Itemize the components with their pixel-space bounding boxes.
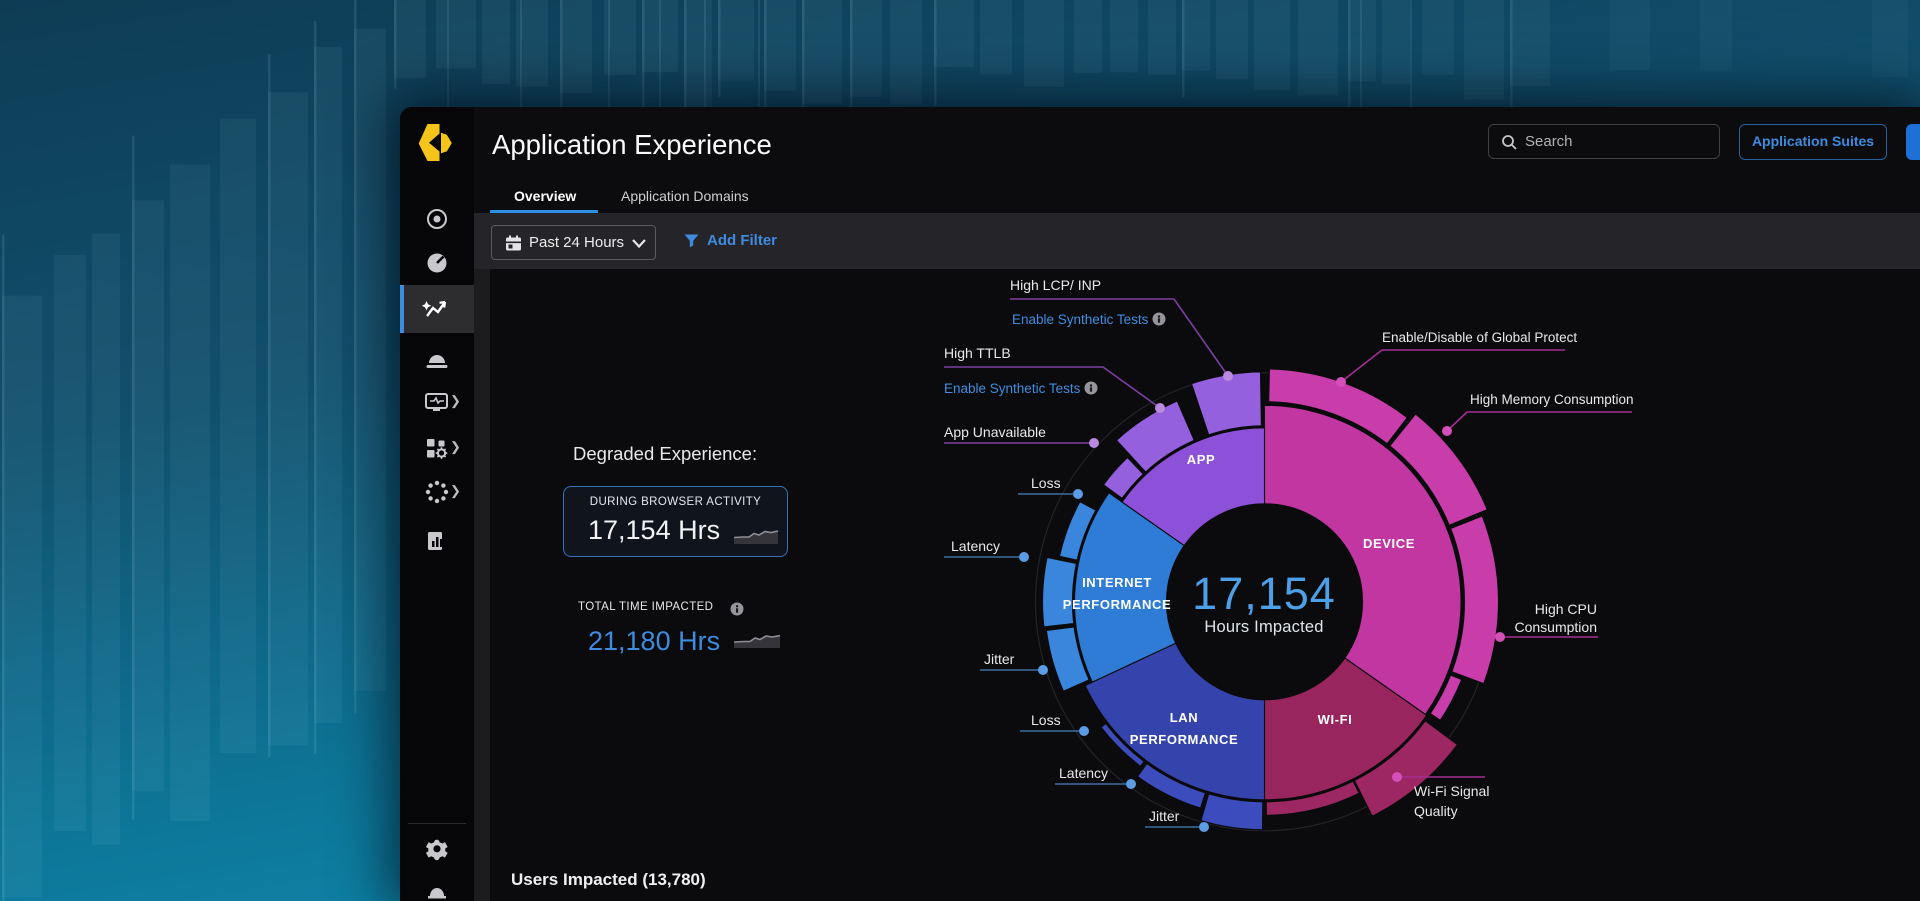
svg-text:Jitter: Jitter	[1149, 808, 1180, 824]
svg-text:WI-FI: WI-FI	[1318, 712, 1353, 727]
svg-text:DEVICE: DEVICE	[1363, 536, 1415, 551]
svg-text:App Unavailable: App Unavailable	[944, 424, 1046, 440]
svg-text:Wi-Fi Signal: Wi-Fi Signal	[1414, 783, 1489, 799]
svg-text:Enable Synthetic Tests: Enable Synthetic Tests	[1012, 312, 1149, 327]
svg-text:High LCP/ INP: High LCP/ INP	[1010, 277, 1101, 293]
svg-text:Consumption: Consumption	[1515, 619, 1598, 635]
svg-text:Loss: Loss	[1031, 712, 1061, 728]
svg-text:Hours Impacted: Hours Impacted	[1204, 618, 1323, 636]
svg-text:High Memory Consumption: High Memory Consumption	[1470, 392, 1634, 407]
svg-text:Latency: Latency	[951, 538, 1000, 554]
svg-text:Enable/Disable of Global Prote: Enable/Disable of Global Protect	[1382, 330, 1577, 345]
svg-text:Enable Synthetic Tests: Enable Synthetic Tests	[944, 381, 1081, 396]
svg-text:PERFORMANCE: PERFORMANCE	[1063, 597, 1171, 612]
svg-text:LAN: LAN	[1170, 710, 1199, 725]
svg-text:Jitter: Jitter	[984, 651, 1015, 667]
svg-text:High TTLB: High TTLB	[944, 345, 1011, 361]
svg-text:INTERNET: INTERNET	[1082, 575, 1152, 590]
svg-text:PERFORMANCE: PERFORMANCE	[1130, 732, 1238, 747]
svg-text:APP: APP	[1187, 452, 1216, 467]
svg-text:Loss: Loss	[1031, 475, 1061, 491]
svg-text:Latency: Latency	[1059, 765, 1108, 781]
svg-text:17,154: 17,154	[1192, 568, 1336, 619]
svg-text:Quality: Quality	[1414, 803, 1458, 819]
svg-text:High CPU: High CPU	[1535, 601, 1597, 617]
